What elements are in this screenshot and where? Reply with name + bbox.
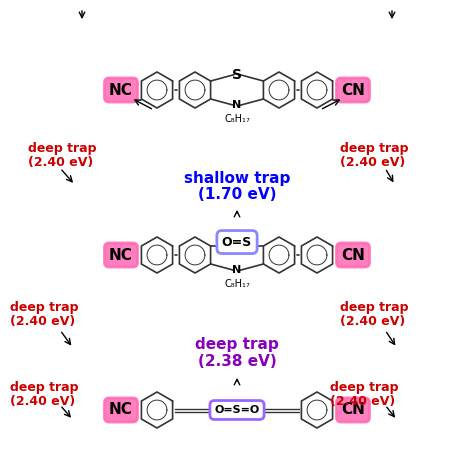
Text: O=S=O: O=S=O [214, 405, 260, 415]
Text: S: S [232, 68, 242, 82]
Text: deep trap: deep trap [340, 142, 409, 155]
Text: deep trap: deep trap [10, 382, 79, 394]
Text: (2.40 eV): (2.40 eV) [330, 395, 395, 409]
Text: NC: NC [109, 82, 133, 98]
Text: N: N [232, 100, 242, 110]
Text: deep trap: deep trap [10, 301, 79, 315]
Text: NC: NC [109, 402, 133, 418]
Text: O=S: O=S [222, 236, 252, 248]
Text: (2.40 eV): (2.40 eV) [10, 395, 75, 409]
Text: (2.40 eV): (2.40 eV) [10, 316, 75, 328]
Text: CN: CN [341, 82, 365, 98]
Text: C₈H₁₇: C₈H₁₇ [224, 279, 250, 289]
Text: (2.40 eV): (2.40 eV) [340, 316, 405, 328]
Text: deep trap: deep trap [195, 337, 279, 353]
Text: NC: NC [109, 247, 133, 263]
Text: N: N [232, 265, 242, 275]
Text: CN: CN [341, 402, 365, 418]
Text: C₈H₁₇: C₈H₁₇ [224, 114, 250, 124]
Text: deep trap: deep trap [28, 142, 97, 155]
Text: (1.70 eV): (1.70 eV) [198, 186, 276, 201]
Text: deep trap: deep trap [330, 382, 399, 394]
Text: shallow trap: shallow trap [184, 171, 290, 185]
Text: (2.40 eV): (2.40 eV) [340, 155, 405, 168]
Text: (2.40 eV): (2.40 eV) [28, 155, 93, 168]
Text: CN: CN [341, 247, 365, 263]
Text: (2.38 eV): (2.38 eV) [198, 354, 276, 368]
Text: deep trap: deep trap [340, 301, 409, 315]
